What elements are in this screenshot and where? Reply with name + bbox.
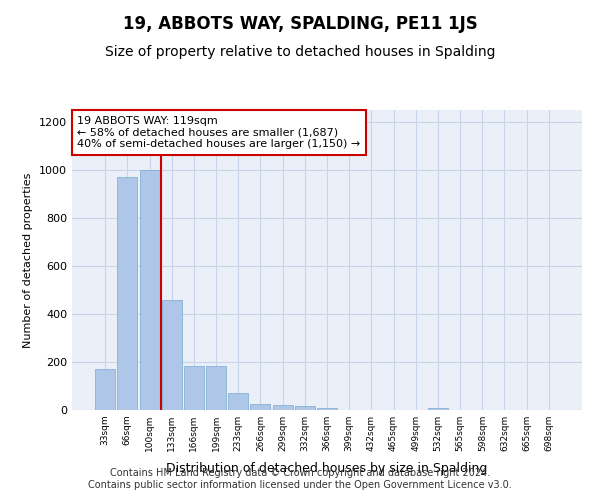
Text: Size of property relative to detached houses in Spalding: Size of property relative to detached ho… [105, 45, 495, 59]
Y-axis label: Number of detached properties: Number of detached properties [23, 172, 34, 348]
Bar [206, 366, 226, 410]
Bar [295, 406, 315, 410]
Bar [140, 170, 160, 410]
Bar [162, 300, 182, 410]
X-axis label: Distribution of detached houses by size in Spalding: Distribution of detached houses by size … [166, 462, 488, 475]
Bar [250, 404, 271, 410]
Bar [317, 408, 337, 410]
Text: 19, ABBOTS WAY, SPALDING, PE11 1JS: 19, ABBOTS WAY, SPALDING, PE11 1JS [122, 15, 478, 33]
Bar [118, 177, 137, 410]
Bar [228, 393, 248, 410]
Bar [184, 366, 204, 410]
Text: Contains HM Land Registry data © Crown copyright and database right 2024.
Contai: Contains HM Land Registry data © Crown c… [88, 468, 512, 490]
Bar [272, 405, 293, 410]
Bar [428, 408, 448, 410]
Text: 19 ABBOTS WAY: 119sqm
← 58% of detached houses are smaller (1,687)
40% of semi-d: 19 ABBOTS WAY: 119sqm ← 58% of detached … [77, 116, 361, 149]
Bar [95, 369, 115, 410]
